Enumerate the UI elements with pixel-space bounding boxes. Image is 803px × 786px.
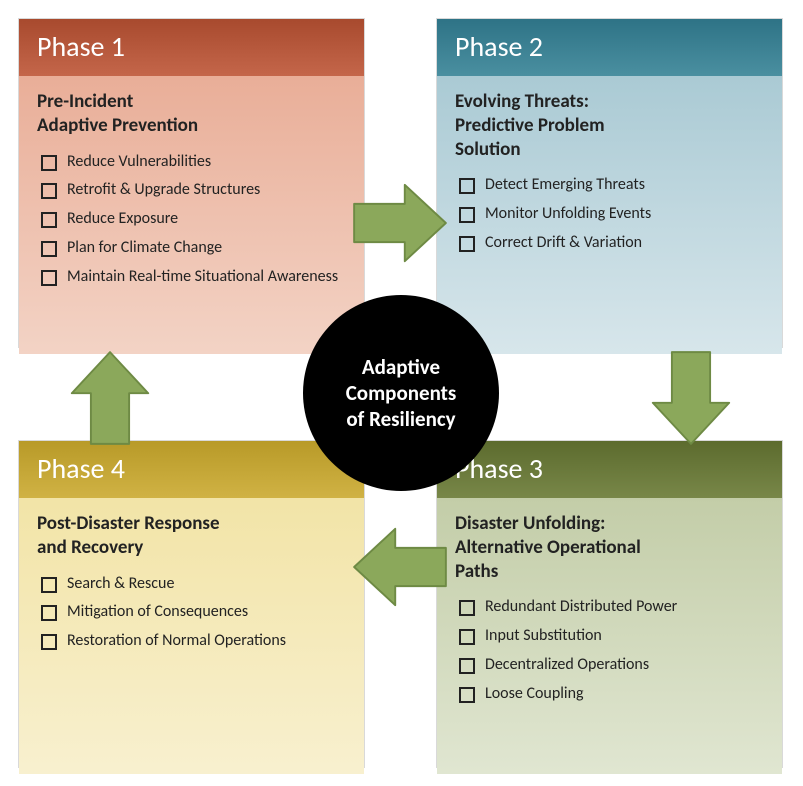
phase-header: Phase 1 bbox=[19, 19, 364, 76]
phase-title: Pre-Incident Adaptive Prevention bbox=[37, 90, 346, 138]
phase-box-4: Phase 4 Post-Disaster Response and Recove… bbox=[18, 440, 365, 768]
phase-item: Restoration of Normal Operations bbox=[41, 631, 346, 652]
phase-box-1: Phase 1 Pre-Incident Adaptive Prevention R… bbox=[18, 18, 365, 348]
phase-item: Detect Emerging Threats bbox=[459, 175, 764, 196]
center-circle: Adaptive Components of Resiliency bbox=[303, 295, 499, 491]
phase-item-list: Search & Rescue Mitigation of Consequence… bbox=[37, 574, 346, 652]
phase-box-3: Phase 3 Disaster Unfolding: Alternative O… bbox=[436, 440, 783, 768]
phase-item: Decentralized Operations bbox=[459, 655, 764, 676]
phase-title: Post-Disaster Response and Recovery bbox=[37, 512, 346, 560]
phase-item: Mitigation of Consequences bbox=[41, 602, 346, 623]
center-label: Adaptive Components of Resiliency bbox=[346, 354, 457, 433]
phase-item: Search & Rescue bbox=[41, 574, 346, 595]
phase-header: Phase 2 bbox=[437, 19, 782, 76]
cycle-arrow-4 bbox=[67, 350, 153, 446]
phase-item-list: Reduce Vulnerabilities Retrofit & Upgrade… bbox=[37, 152, 346, 288]
phase-item-list: Detect Emerging Threats Monitor Unfolding… bbox=[455, 175, 764, 253]
cycle-arrow-2 bbox=[648, 350, 734, 446]
phase-item: Redundant Distributed Power bbox=[459, 597, 764, 618]
phase-title: Disaster Unfolding: Alternative Operatio… bbox=[455, 512, 764, 583]
cycle-arrow-1 bbox=[352, 180, 448, 266]
phase-box-2: Phase 2 Evolving Threats: Predictive Prob… bbox=[436, 18, 783, 348]
phase-item: Monitor Unfolding Events bbox=[459, 204, 764, 225]
phase-item: Reduce Exposure bbox=[41, 209, 346, 230]
phase-body: Post-Disaster Response and Recovery Searc… bbox=[19, 498, 364, 774]
phase-item: Retrofit & Upgrade Structures bbox=[41, 180, 346, 201]
phase-item: Loose Coupling bbox=[459, 684, 764, 705]
phase-item: Maintain Real-time Situational Awareness bbox=[41, 267, 346, 288]
phase-title: Evolving Threats: Predictive Problem Sol… bbox=[455, 90, 764, 161]
phase-header: Phase 4 bbox=[19, 441, 364, 498]
phase-body: Disaster Unfolding: Alternative Operatio… bbox=[437, 498, 782, 774]
cycle-arrow-3 bbox=[352, 524, 448, 610]
phase-header: Phase 3 bbox=[437, 441, 782, 498]
phase-body: Evolving Threats: Predictive Problem Sol… bbox=[437, 76, 782, 354]
resiliency-cycle-diagram: Phase 1 Pre-Incident Adaptive Prevention R… bbox=[0, 0, 803, 786]
phase-item-list: Redundant Distributed Power Input Substit… bbox=[455, 597, 764, 704]
phase-item: Input Substitution bbox=[459, 626, 764, 647]
phase-item: Plan for Climate Change bbox=[41, 238, 346, 259]
phase-item: Reduce Vulnerabilities bbox=[41, 152, 346, 173]
phase-body: Pre-Incident Adaptive Prevention Reduce V… bbox=[19, 76, 364, 354]
phase-item: Correct Drift & Variation bbox=[459, 233, 764, 254]
